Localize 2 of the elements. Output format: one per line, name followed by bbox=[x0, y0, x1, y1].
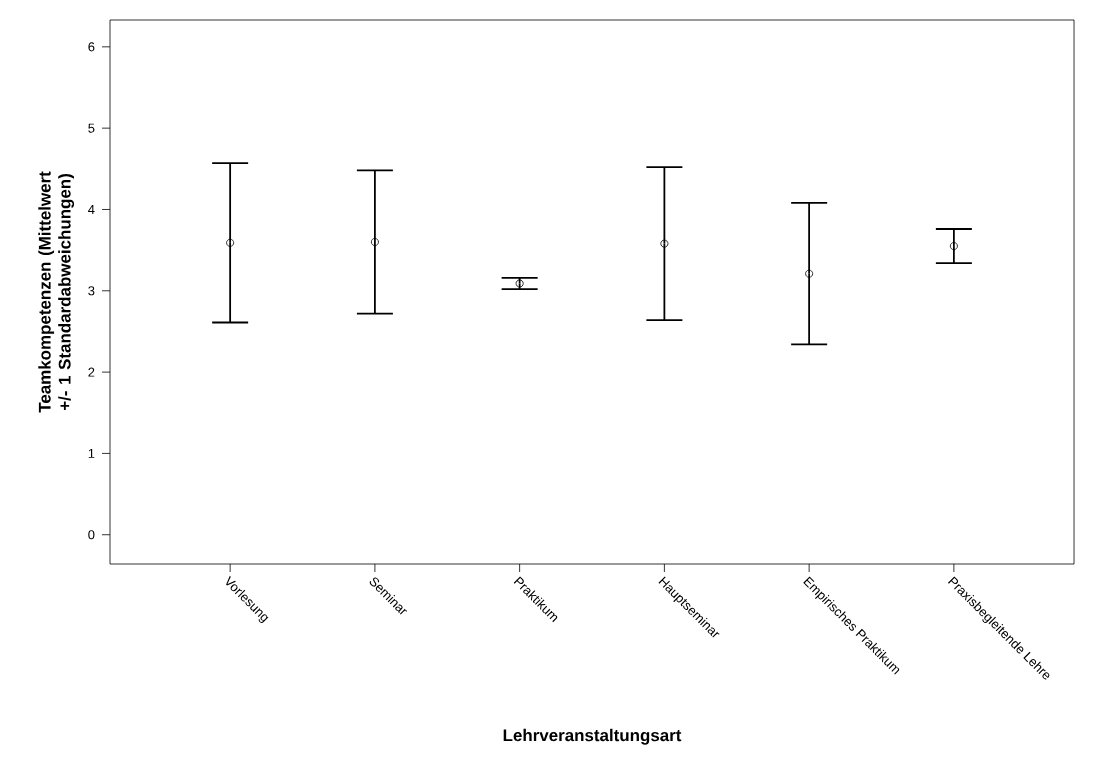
y-axis-title: Teamkompetenzen (Mittelwert +/- 1 Standardabweichungen) bbox=[38, 171, 75, 413]
x-axis-title: Lehrveranstaltungsart bbox=[503, 728, 682, 745]
